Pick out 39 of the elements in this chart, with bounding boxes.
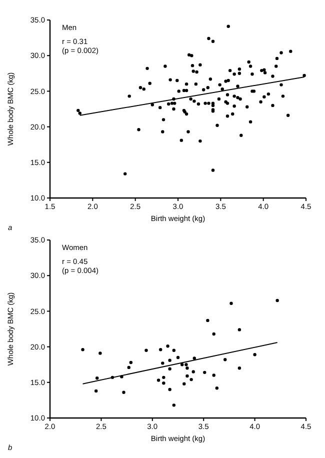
point — [184, 363, 188, 366]
point — [168, 358, 172, 362]
point — [192, 356, 196, 360]
point — [253, 353, 256, 356]
point — [161, 362, 164, 365]
point — [206, 318, 210, 322]
point — [215, 386, 219, 390]
point — [162, 376, 166, 380]
point — [168, 367, 172, 370]
point — [98, 352, 102, 355]
point — [238, 366, 242, 370]
point — [81, 348, 84, 352]
point — [238, 328, 242, 332]
point — [180, 363, 184, 366]
point — [182, 382, 186, 386]
point — [172, 348, 176, 352]
point — [168, 388, 172, 392]
point — [144, 348, 148, 352]
point — [158, 348, 162, 352]
point — [203, 370, 206, 374]
point — [212, 332, 216, 336]
point — [176, 356, 180, 360]
point — [94, 389, 98, 393]
point — [190, 378, 193, 382]
point — [192, 370, 195, 374]
point — [172, 404, 176, 407]
point — [156, 378, 160, 382]
point — [166, 344, 170, 348]
point — [224, 358, 227, 362]
point — [122, 390, 126, 394]
point — [186, 374, 189, 378]
point — [230, 302, 233, 305]
point — [162, 382, 166, 385]
point — [96, 376, 99, 380]
point — [127, 366, 130, 370]
point — [212, 374, 216, 377]
point — [276, 298, 279, 302]
point — [129, 360, 132, 364]
point — [186, 366, 189, 370]
